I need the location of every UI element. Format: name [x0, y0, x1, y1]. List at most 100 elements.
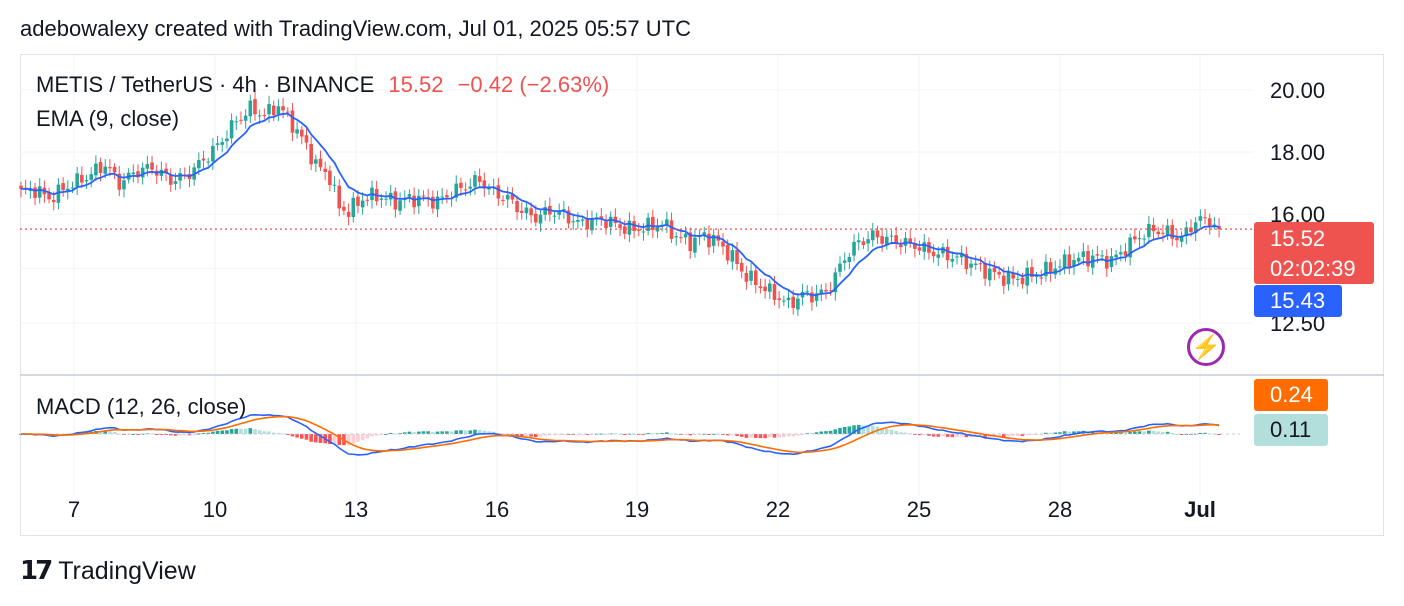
candle-down [285, 107, 290, 118]
macd-histogram-bar [108, 431, 112, 434]
candle-down [47, 187, 51, 204]
candle-body [253, 99, 257, 115]
candle-up [398, 192, 402, 215]
candle-body [459, 182, 463, 188]
candle-body [220, 142, 225, 145]
footer-brand[interactable]: 17 TradingView [20, 556, 196, 586]
candle-body [753, 270, 758, 285]
candlestick-series[interactable] [19, 90, 1221, 316]
macd-histogram-bar [885, 428, 889, 434]
candle-down [861, 237, 866, 249]
candle-up [131, 164, 136, 183]
candle-body [398, 200, 402, 211]
candle-body [580, 219, 585, 221]
candle-body [1011, 272, 1015, 279]
candle-body [651, 216, 655, 230]
macd-histogram-bar [899, 432, 903, 434]
macd-histogram-bar [562, 434, 566, 435]
candle-down [1217, 218, 1221, 238]
candle-up [693, 229, 697, 258]
ema-legend[interactable]: EMA (9, close) [36, 106, 180, 131]
candle-body [103, 166, 108, 174]
macd-histogram-bar [711, 433, 716, 435]
candle-down [758, 278, 763, 294]
macd-histogram-bar [328, 434, 332, 444]
macd-histogram-bar [688, 434, 693, 436]
macd-histogram-bar [669, 433, 674, 435]
macd-histogram-bar [730, 434, 735, 436]
candle-up [314, 154, 318, 172]
candle-body [445, 195, 449, 198]
macd-histogram-bar [393, 433, 398, 435]
candle-up [384, 191, 388, 206]
candle-body [318, 158, 323, 168]
candle-body [421, 195, 426, 197]
candle-up [1198, 209, 1203, 228]
candle-body [290, 110, 295, 133]
candle-body [360, 200, 365, 208]
ema-price-tag: 15.43 [1254, 285, 1342, 317]
candle-body [861, 241, 866, 246]
macd-histogram-bar [838, 427, 842, 434]
candle-up [833, 267, 838, 301]
macd-histogram-bar [300, 434, 304, 439]
macd-histogram-bar [1123, 432, 1128, 434]
macd-histogram-bar [763, 434, 767, 439]
macd-histogram-bar [417, 431, 421, 434]
candle-up [842, 252, 847, 271]
last-price-legend: 15.52 [388, 72, 444, 97]
candle-down [239, 111, 243, 125]
candle-down [496, 177, 501, 206]
macd-histogram-bar [1053, 432, 1058, 434]
candle-up [749, 262, 753, 286]
candle-down [651, 209, 655, 238]
candle-body [730, 250, 735, 262]
macd-histogram-bar [1020, 434, 1025, 437]
candle-body [688, 232, 693, 252]
macd-histogram-bar [538, 434, 543, 437]
candle-body [1165, 225, 1170, 235]
candle-body [365, 199, 370, 201]
macd-histogram-bar [426, 431, 430, 434]
macd-histogram-bar [370, 434, 374, 437]
macd-histogram-bar [285, 434, 290, 435]
candle-body [524, 207, 529, 214]
candle-down [707, 225, 711, 255]
macd-histogram-bar [1133, 431, 1137, 434]
candle-body [908, 238, 912, 243]
macd-histogram-bar [173, 434, 178, 436]
candle-body [543, 207, 547, 215]
candle-body [833, 272, 838, 293]
symbol-legend[interactable]: METIS / TetherUS · 4h · BINANCE 15.52 −0… [36, 72, 609, 98]
candle-down [1067, 246, 1072, 275]
candle-down [810, 286, 814, 311]
candle-body [239, 119, 243, 121]
macd-histogram-bar [833, 429, 838, 434]
candle-up [627, 212, 632, 243]
candle-down [1175, 229, 1179, 248]
candle-body [201, 158, 206, 161]
candle-body [1179, 237, 1184, 242]
candle-body [739, 262, 744, 272]
macd-legend[interactable]: MACD (12, 26, close) [36, 394, 247, 419]
time-axis-label: Jul [1184, 497, 1216, 522]
candle-body [655, 226, 660, 232]
candle-down [300, 125, 304, 145]
candle-body [1123, 251, 1128, 256]
candle-up [206, 157, 210, 167]
candle-up [1072, 253, 1076, 275]
macd-histogram-bar [459, 430, 463, 434]
candle-body [47, 192, 51, 200]
candle-down [477, 168, 482, 187]
lightning-bolt-icon[interactable]: ⚡ [1187, 328, 1225, 366]
candle-body [566, 210, 571, 224]
macd-histogram-bar [777, 434, 781, 438]
candle-body [225, 138, 229, 142]
candle-down [201, 150, 206, 169]
macd-histogram-bar [388, 432, 393, 434]
candle-body [735, 250, 739, 264]
candle-down [23, 179, 28, 195]
macd-value-tag: 0.24 [1254, 379, 1328, 411]
candle-up [838, 256, 842, 277]
